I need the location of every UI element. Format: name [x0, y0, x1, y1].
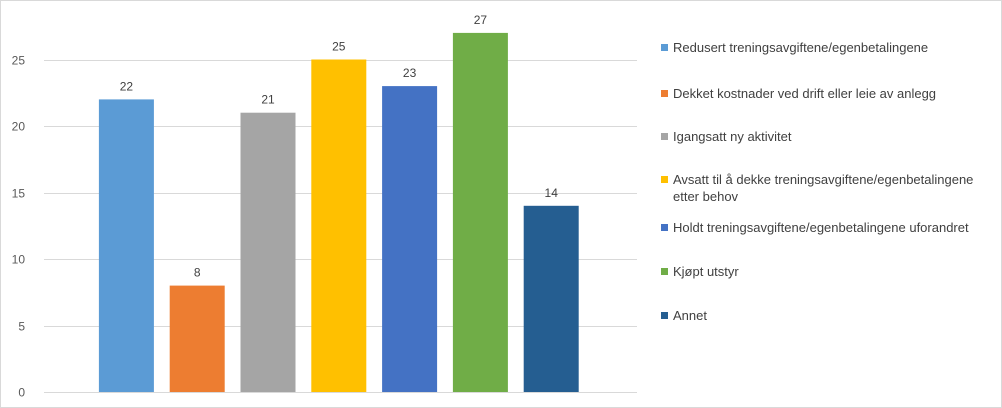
legend-swatch — [661, 312, 668, 319]
legend-label: Annet — [673, 308, 707, 323]
legend-label: Kjøpt utstyr — [673, 264, 739, 279]
legend-swatch — [661, 268, 668, 275]
legend-swatch — [661, 224, 668, 231]
legend-item: Avsatt til å dekke treningsavgiftene/ege… — [661, 171, 993, 205]
legend-label: Redusert treningsavgiftene/egenbetalinge… — [673, 40, 929, 55]
y-tick-label: 15 — [12, 187, 26, 201]
legend-item: Kjøpt utstyr — [661, 263, 993, 280]
bar — [311, 59, 367, 392]
bar — [452, 32, 508, 393]
data-label: 14 — [545, 186, 559, 200]
legend-label: Avsatt til å dekke treningsavgiftene/ege… — [673, 172, 974, 204]
data-label: 25 — [332, 40, 346, 54]
legend-item: Dekket kostnader ved drift eller leie av… — [661, 85, 993, 102]
legend-item: Holdt treningsavgiftene/egenbetalingene … — [661, 219, 993, 236]
legend: Redusert treningsavgiftene/egenbetalinge… — [661, 1, 1001, 407]
bar-chart: 0 5 10 15 20 25 22 8 21 25 23 27 14 — [12, 13, 637, 400]
legend-label: Igangsatt ny aktivitet — [673, 129, 792, 144]
legend-label: Holdt treningsavgiftene/egenbetalingene … — [673, 220, 969, 235]
legend-swatch — [661, 133, 668, 140]
data-label: 8 — [194, 266, 201, 280]
y-tick-label: 0 — [18, 386, 25, 400]
bar — [98, 99, 154, 393]
data-label: 21 — [261, 93, 275, 107]
y-tick-label: 5 — [18, 320, 25, 334]
data-label: 22 — [120, 79, 134, 93]
y-tick-label: 25 — [12, 54, 26, 68]
legend-swatch — [661, 176, 668, 183]
y-tick-label: 20 — [12, 120, 26, 134]
legend-label: Dekket kostnader ved drift eller leie av… — [673, 86, 937, 101]
bar — [240, 112, 296, 392]
legend-item: Annet — [661, 307, 993, 324]
data-label: 27 — [474, 13, 488, 27]
legend-swatch — [661, 44, 668, 51]
bar — [523, 205, 579, 392]
legend-item: Igangsatt ny aktivitet — [661, 128, 993, 145]
legend-swatch — [661, 90, 668, 97]
legend-item: Redusert treningsavgiftene/egenbetalinge… — [661, 39, 993, 56]
bar — [169, 285, 225, 392]
y-tick-label: 10 — [12, 253, 26, 267]
bar — [382, 86, 438, 392]
data-label: 23 — [403, 66, 417, 80]
